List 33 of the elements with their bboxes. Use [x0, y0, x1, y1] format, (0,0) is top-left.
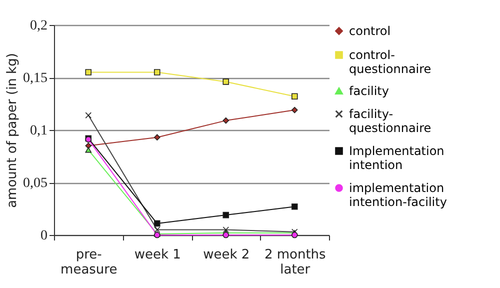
x-tick-label: week 1	[134, 248, 181, 262]
point	[222, 78, 230, 85]
point	[154, 134, 160, 140]
y-tick-label: 0,15	[23, 71, 48, 86]
legend-label: Implementation intention	[349, 144, 444, 172]
point	[154, 226, 160, 233]
point	[85, 147, 92, 153]
y-tick-label: 0,1	[30, 124, 48, 138]
x-tick-label: pre-measure	[60, 248, 118, 278]
legend-label: control-questionnaire	[349, 48, 432, 76]
y-tick-label: 0,2	[30, 18, 48, 34]
x-tick-label: 2 months later	[264, 248, 326, 278]
point	[85, 112, 92, 118]
point	[222, 212, 230, 218]
legend-label: facility	[349, 84, 389, 98]
point	[154, 220, 160, 227]
point	[222, 117, 230, 124]
point	[291, 93, 298, 100]
point	[291, 106, 298, 114]
legend-label: facility-questionnaire	[349, 107, 432, 135]
point	[85, 142, 92, 149]
point	[291, 204, 298, 210]
legend-label: control	[349, 24, 391, 38]
point	[85, 69, 92, 76]
x-tick-label: week 2	[203, 248, 250, 262]
y-axis-title: amount of paper (in kg)	[5, 53, 20, 208]
legend-label: implementation intention-facility	[349, 181, 447, 209]
point	[222, 226, 230, 233]
y-tick-label: 0,05	[23, 176, 48, 191]
y-tick-label: 0	[40, 228, 48, 244]
point	[154, 69, 160, 76]
point	[222, 232, 230, 238]
point	[291, 232, 298, 238]
